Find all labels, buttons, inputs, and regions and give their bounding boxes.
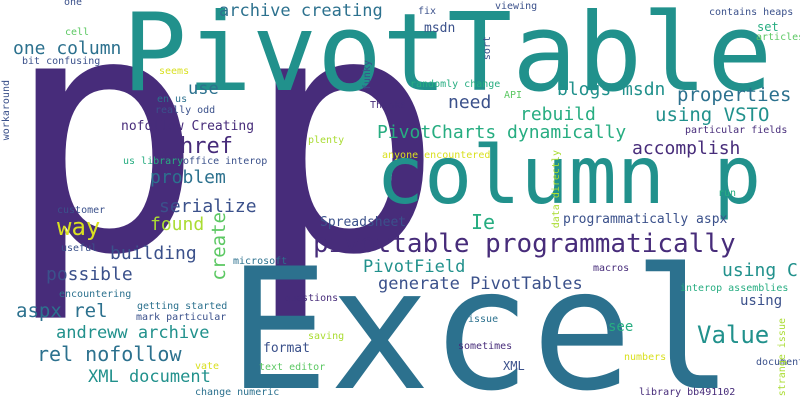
word-text-editor: text editor [259, 362, 326, 373]
word-possible: possible [46, 264, 133, 285]
word-found: found [150, 214, 205, 235]
word-blogs-msdn: blogs msdn [557, 79, 666, 100]
word-data-directly: data directly [551, 150, 562, 229]
word-format: format [263, 341, 310, 356]
word-office-interop: office interop [183, 156, 268, 167]
word-rebuild: rebuild [520, 104, 596, 125]
word-rel-nofollow: rel nofollow [37, 342, 182, 366]
word-really-odd: really odd [155, 105, 216, 116]
word-anyone-encountered: anyone encountered [382, 150, 491, 161]
word-funky: funky [362, 60, 373, 91]
word-encountering: encountering [59, 289, 132, 300]
word-column-p: column p [376, 129, 762, 222]
word-msdn: msdn [424, 21, 456, 36]
word-excel: Excel [228, 232, 734, 400]
word-bit-confusing: bit confusing [22, 56, 101, 67]
word-p-center: p [245, 0, 444, 327]
word-useful: useful [61, 243, 98, 254]
word-way: way [57, 213, 101, 241]
word-us-library: us library [123, 156, 184, 167]
word-serialize: serialize [159, 196, 257, 217]
word-pivotcharts-dynamically: PivotCharts dynamically [377, 122, 627, 143]
word-pivotfield: PivotField [363, 257, 466, 277]
word-href: href [180, 134, 233, 159]
word-cell: cell [65, 27, 90, 38]
word-run: run [718, 188, 737, 199]
word-problem: problem [150, 167, 226, 188]
word-sort: sort [482, 36, 493, 61]
word-p-left: p [5, 0, 204, 327]
word-sometimes: sometimes [458, 341, 513, 352]
word-ie: Ie [471, 210, 496, 234]
word-value: Value [697, 321, 770, 349]
word-document: document [756, 357, 800, 368]
word-set: set [757, 20, 779, 34]
word-seems: seems [159, 66, 190, 77]
word-one-column: one column [13, 38, 122, 59]
word-nofollow-creating: nofollow Creating [121, 119, 255, 134]
word-api: API [504, 90, 523, 101]
word-saving: saving [308, 331, 345, 342]
word-archive-creating: archive creating [219, 1, 383, 21]
word-using-vsto: using VSTO [655, 104, 770, 126]
word-viewing: viewing [495, 1, 538, 12]
word-customer: customer [57, 205, 106, 216]
word-using-c: using C [722, 260, 798, 281]
word-using: using [740, 293, 783, 309]
word-randomly-change: randomly change [410, 79, 501, 90]
word-plenty: plenty [308, 135, 345, 146]
word-change-numeric: change numeric [195, 387, 280, 398]
word-properties: properties [677, 84, 792, 106]
word-one: one [64, 0, 83, 8]
word-use: use [188, 79, 219, 99]
word-contains-heaps: contains heaps [709, 7, 794, 18]
word-andreww-archive: andreww archive [56, 323, 210, 343]
word-building: building [110, 243, 197, 264]
word-macros: macros [593, 263, 630, 274]
word-see: see [608, 319, 634, 335]
word-fix: fix [418, 6, 437, 17]
word-library-bb491102: library bb491102 [639, 387, 736, 398]
word-xml: XML [503, 359, 525, 373]
word-issue: issue [468, 314, 499, 325]
word-getting-started: getting started [137, 301, 228, 312]
word-thanks: Thanks [370, 100, 407, 111]
word-accomplish: accomplish [632, 138, 741, 159]
word-create: create [208, 212, 230, 281]
word-spreadsheet: Spreadsheet [320, 215, 407, 230]
word-xml-document: XML document [88, 367, 211, 387]
word-programmatically-aspx: programmatically aspx [563, 212, 728, 227]
word-mark-particular: mark particular [136, 312, 227, 323]
word-questions: questions [284, 293, 339, 304]
word-pivottable: PivotTable [122, 0, 773, 116]
word-strange-issue: strange issue [777, 318, 788, 397]
word-en-us: en us [157, 94, 188, 105]
word-microsoft: microsoft [233, 256, 288, 267]
word-interop-assemblies: interop assemblies [680, 283, 789, 294]
word-particular-fields: particular fields [685, 125, 788, 136]
word-articles: articles [756, 32, 800, 43]
word-pivottable-programmatically: pivottable programmatically [313, 229, 736, 259]
word-need: need [448, 92, 492, 113]
word-aspx-rel: aspx rel [16, 300, 108, 322]
word-numbers: numbers [624, 352, 667, 363]
word-workaround: workaround [1, 80, 12, 141]
word-vate: vate [195, 361, 220, 372]
word-generate-pivottables: generate PivotTables [378, 274, 583, 294]
